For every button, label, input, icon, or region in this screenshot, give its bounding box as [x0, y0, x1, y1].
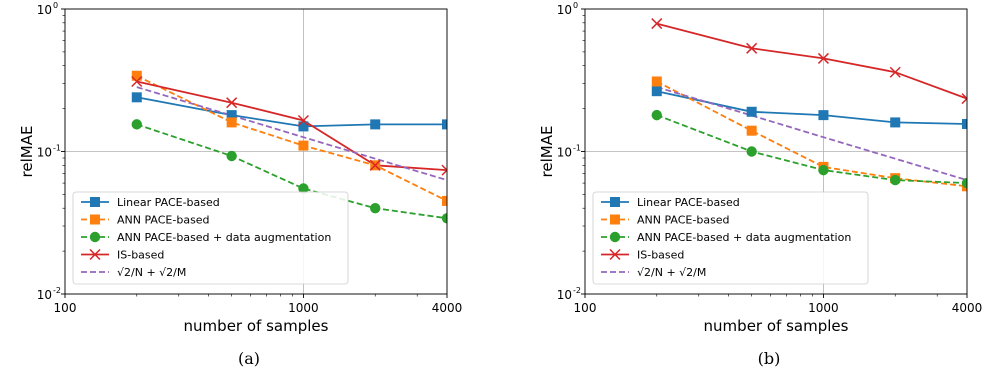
- data-point: [651, 86, 662, 97]
- y-tick-exponent: -1: [573, 144, 581, 153]
- y-tick-label: 10: [37, 146, 52, 160]
- series-line: [656, 86, 967, 181]
- legend-label: √2/N + √2/M: [117, 266, 186, 279]
- y-tick-exponent: -2: [53, 286, 61, 295]
- data-point: [746, 106, 757, 117]
- legend-label: ANN PACE-based + data augmentation: [117, 231, 331, 244]
- data-point: [369, 159, 381, 171]
- data-point: [818, 164, 829, 176]
- x-tick-label: 4000: [432, 301, 463, 315]
- data-point: [297, 114, 309, 127]
- legend-marker: [609, 231, 621, 243]
- legend-label: IS-based: [117, 249, 164, 262]
- y-axis-label: relMAE: [538, 126, 556, 178]
- series-line: [656, 90, 967, 125]
- data-point: [226, 117, 237, 128]
- legend-marker: [89, 231, 101, 243]
- x-tick-label: 1000: [288, 301, 319, 315]
- data-point: [651, 109, 662, 121]
- x-tick-label: 100: [574, 301, 597, 315]
- x-axis-label: number of samples: [184, 317, 329, 335]
- data-point: [442, 119, 447, 130]
- series-line: [656, 22, 967, 100]
- legend-label: ANN PACE-based: [117, 214, 210, 227]
- series-line: [136, 123, 447, 220]
- y-tick-label: 10: [37, 288, 52, 302]
- y-tick-exponent: 0: [53, 1, 58, 10]
- data-point: [226, 97, 238, 109]
- series-line: [136, 80, 447, 171]
- x-tick-label: 1000: [808, 301, 839, 315]
- data-point: [817, 52, 829, 64]
- data-point: [890, 117, 901, 128]
- data-point: [298, 183, 309, 194]
- series-line: [656, 114, 967, 184]
- legend-label: ANN PACE-based + data augmentation: [637, 231, 851, 244]
- y-axis-label: relMAE: [18, 126, 36, 178]
- legend-marker: [609, 248, 621, 261]
- legend-marker: [610, 214, 620, 225]
- series-line: [136, 86, 447, 181]
- series-group: [131, 70, 447, 224]
- y-tick-exponent: -1: [53, 144, 61, 153]
- panel-caption: (b): [758, 349, 781, 368]
- y-tick-exponent: -2: [573, 286, 581, 295]
- series-line: [136, 74, 447, 202]
- legend-marker: [90, 197, 100, 207]
- data-point: [818, 110, 829, 121]
- legend-box: [592, 191, 869, 285]
- data-point: [746, 42, 758, 54]
- y-tick-label: 10: [557, 3, 572, 17]
- data-point: [651, 18, 663, 30]
- legend-marker: [89, 248, 101, 261]
- data-point: [370, 203, 381, 214]
- y-tick-exponent: 0: [573, 1, 578, 10]
- data-point: [961, 93, 967, 105]
- panel-caption: (a): [238, 349, 260, 368]
- data-point: [226, 110, 237, 121]
- data-point: [226, 150, 237, 162]
- data-point: [890, 174, 901, 186]
- x-tick-label: 100: [54, 301, 77, 315]
- data-point: [131, 119, 142, 130]
- legend-label: ANN PACE-based: [637, 214, 730, 227]
- x-axis-label: number of samples: [704, 317, 849, 335]
- data-point: [131, 70, 142, 81]
- data-point: [298, 121, 309, 132]
- legend-marker: [90, 214, 100, 225]
- data-point: [889, 66, 901, 78]
- data-point: [441, 213, 447, 224]
- legend-label: Linear PACE-based: [117, 196, 220, 209]
- y-tick-label: 10: [557, 288, 572, 302]
- data-point: [131, 75, 143, 88]
- legend-marker: [610, 197, 620, 207]
- data-point: [961, 177, 967, 189]
- data-point: [441, 164, 447, 176]
- data-point: [746, 146, 757, 157]
- y-tick-label: 10: [37, 3, 52, 17]
- data-point: [131, 92, 142, 103]
- data-point: [370, 119, 381, 130]
- legend-box: [72, 191, 349, 285]
- data-point: [962, 118, 967, 129]
- series-group: [651, 18, 967, 192]
- legend-label: √2/N + √2/M: [637, 266, 706, 279]
- data-point: [298, 140, 309, 151]
- data-point: [442, 195, 447, 206]
- legend-label: Linear PACE-based: [637, 196, 740, 209]
- data-point: [651, 76, 662, 87]
- legend-label: IS-based: [637, 249, 684, 262]
- x-tick-label: 4000: [952, 301, 983, 315]
- data-point: [746, 125, 757, 136]
- y-tick-label: 10: [557, 146, 572, 160]
